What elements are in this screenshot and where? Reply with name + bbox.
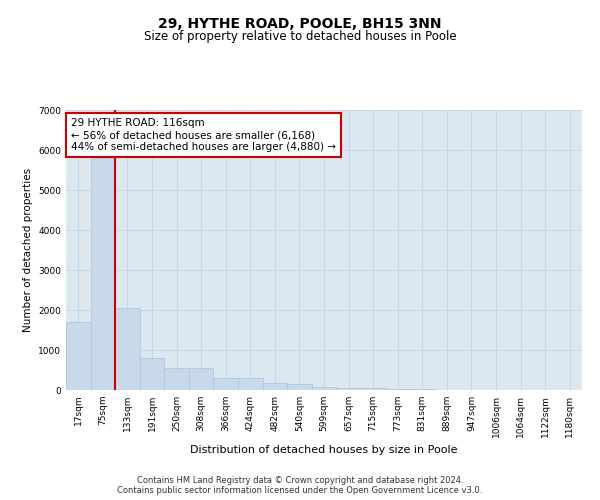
Bar bbox=[115, 308, 140, 390]
Text: 29, HYTHE ROAD, POOLE, BH15 3NN: 29, HYTHE ROAD, POOLE, BH15 3NN bbox=[158, 18, 442, 32]
Bar bbox=[214, 378, 238, 390]
Bar bbox=[263, 383, 287, 390]
Bar bbox=[312, 387, 336, 390]
Bar bbox=[361, 388, 385, 390]
Bar bbox=[140, 358, 164, 390]
Text: 29 HYTHE ROAD: 116sqm
← 56% of detached houses are smaller (6,168)
44% of semi-d: 29 HYTHE ROAD: 116sqm ← 56% of detached … bbox=[71, 118, 336, 152]
Text: Contains public sector information licensed under the Open Government Licence v3: Contains public sector information licen… bbox=[118, 486, 482, 495]
Bar bbox=[336, 388, 361, 390]
X-axis label: Distribution of detached houses by size in Poole: Distribution of detached houses by size … bbox=[190, 446, 458, 456]
Bar bbox=[385, 389, 410, 390]
Bar bbox=[164, 368, 189, 390]
Bar bbox=[238, 378, 263, 390]
Text: Size of property relative to detached houses in Poole: Size of property relative to detached ho… bbox=[143, 30, 457, 43]
Text: Contains HM Land Registry data © Crown copyright and database right 2024.: Contains HM Land Registry data © Crown c… bbox=[137, 476, 463, 485]
Bar bbox=[66, 322, 91, 390]
Y-axis label: Number of detached properties: Number of detached properties bbox=[23, 168, 32, 332]
Bar bbox=[91, 158, 115, 390]
Bar bbox=[189, 368, 214, 390]
Bar bbox=[287, 384, 312, 390]
